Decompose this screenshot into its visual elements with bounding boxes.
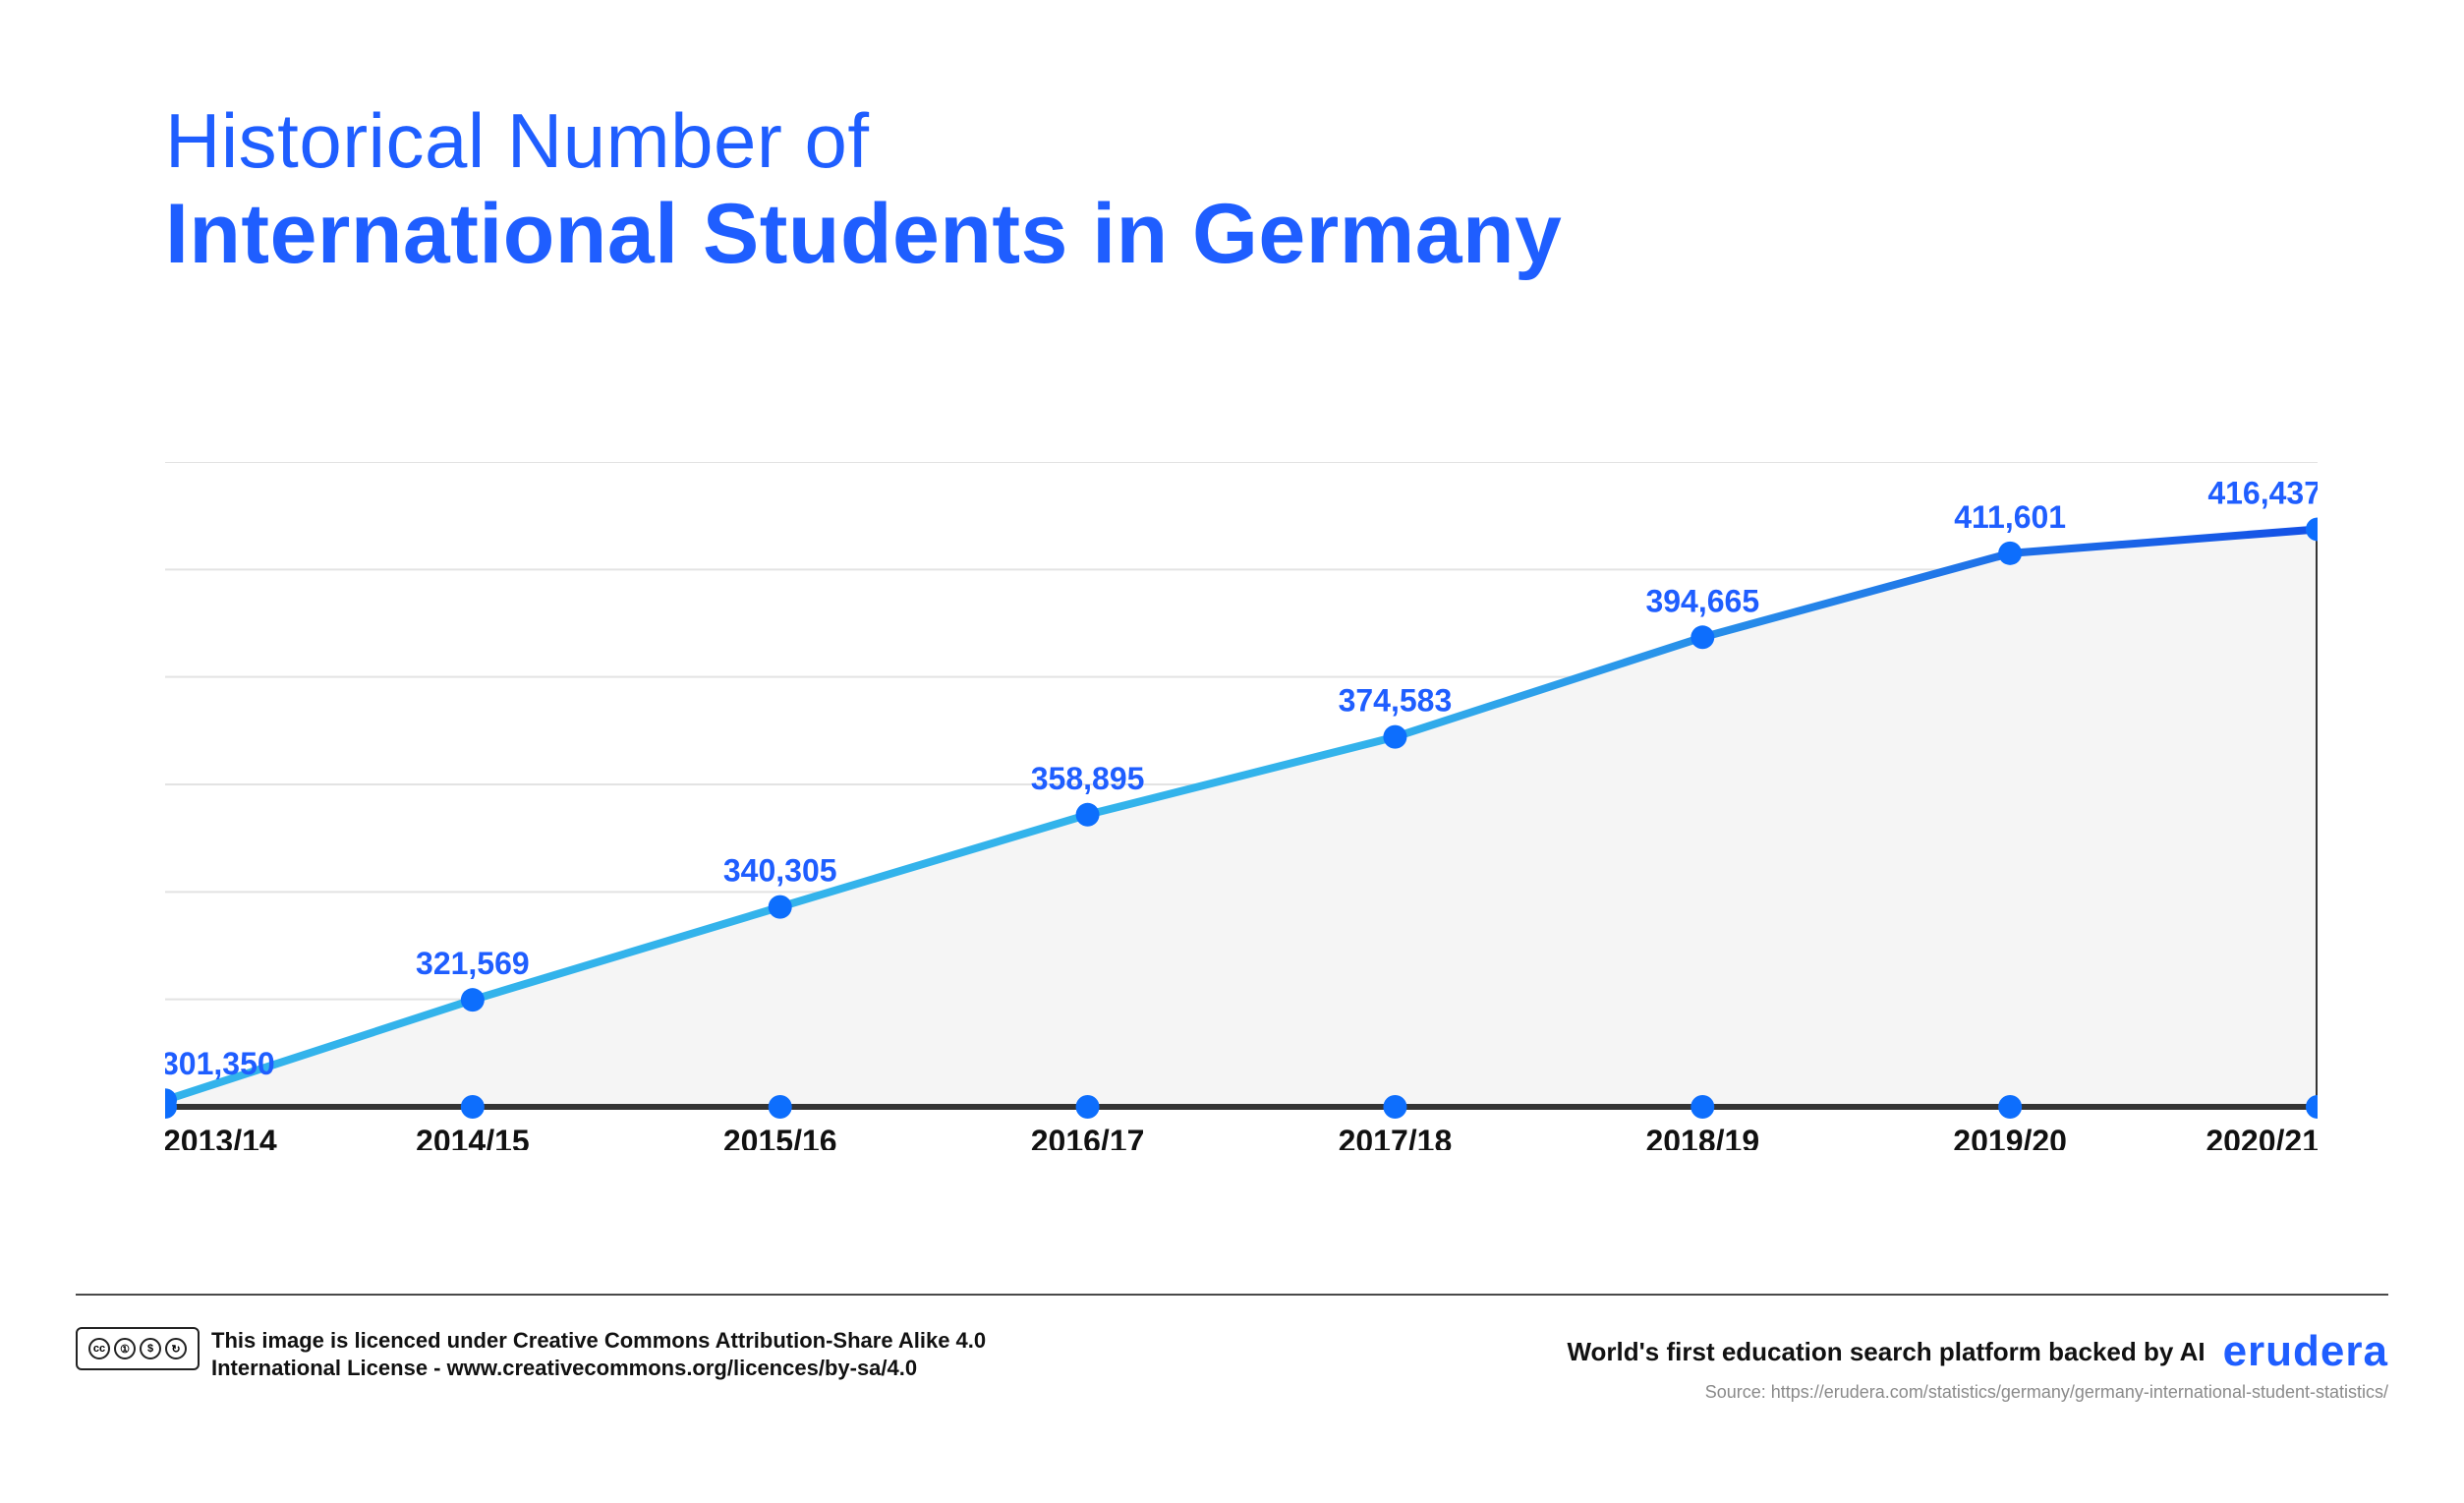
sa-icon: ↻ <box>165 1338 187 1359</box>
cc-badge-icon: cc ① $ ↻ <box>76 1327 200 1370</box>
license-block: cc ① $ ↻ This image is licenced under Cr… <box>76 1327 986 1381</box>
data-point-label: 301,350 <box>165 1046 275 1081</box>
cc-icon: cc <box>88 1338 110 1359</box>
x-tick-label: 2014/15 <box>416 1124 530 1150</box>
data-point-label: 321,569 <box>416 946 530 981</box>
x-tick-label: 2018/19 <box>1645 1124 1759 1150</box>
brand-logo: erudera <box>2223 1327 2388 1376</box>
data-point-marker <box>1383 725 1406 749</box>
data-point-marker <box>1998 542 2022 565</box>
x-tick-label: 2016/17 <box>1031 1124 1145 1150</box>
data-point-marker <box>769 896 792 919</box>
tagline: World's first education search platform … <box>1567 1337 2205 1367</box>
source-text: Source: https://erudera.com/statistics/g… <box>1705 1382 2388 1403</box>
title-line-1: Historical Number of <box>165 96 1562 186</box>
chart-title-block: Historical Number of International Stude… <box>165 96 1562 283</box>
license-line-1: This image is licenced under Creative Co… <box>211 1327 986 1355</box>
data-point-label: 416,437 <box>2207 475 2318 510</box>
axis-tick-marker <box>1076 1095 1100 1119</box>
by-icon: ① <box>114 1338 136 1359</box>
data-point-label: 374,583 <box>1339 683 1453 719</box>
axis-tick-marker <box>1998 1095 2022 1119</box>
axis-tick-marker <box>461 1095 485 1119</box>
data-point-label: 411,601 <box>1954 499 2066 535</box>
data-point-marker <box>1076 803 1100 827</box>
x-tick-label: 2013/14 <box>165 1124 277 1150</box>
data-point-label: 358,895 <box>1031 761 1145 796</box>
x-tick-label: 2019/20 <box>1953 1124 2067 1150</box>
title-line-2: International Students in Germany <box>165 186 1562 283</box>
nc-icon: $ <box>140 1338 161 1359</box>
footer: cc ① $ ↻ This image is licenced under Cr… <box>76 1327 2388 1403</box>
axis-tick-marker <box>1383 1095 1406 1119</box>
license-text: This image is licenced under Creative Co… <box>211 1327 986 1381</box>
footer-divider <box>76 1294 2388 1296</box>
license-line-2: International License - www.creativecomm… <box>211 1355 986 1382</box>
data-point-marker <box>1690 625 1714 649</box>
axis-tick-marker <box>769 1095 792 1119</box>
attribution-block: World's first education search platform … <box>1567 1327 2388 1403</box>
axis-tick-marker <box>1690 1095 1714 1119</box>
data-point-label: 340,305 <box>723 853 837 889</box>
data-point-marker <box>461 988 485 1012</box>
tagline-row: World's first education search platform … <box>1567 1327 2388 1376</box>
x-tick-label: 2015/16 <box>723 1124 837 1150</box>
line-area-chart: 301,350 2013/14 321,569 2014/15 340,305 2015/… <box>165 462 2318 1150</box>
data-point-label: 394,665 <box>1645 583 1759 618</box>
x-tick-label: 2017/18 <box>1339 1124 1453 1150</box>
x-tick-label: 2020/21 <box>2206 1124 2318 1150</box>
